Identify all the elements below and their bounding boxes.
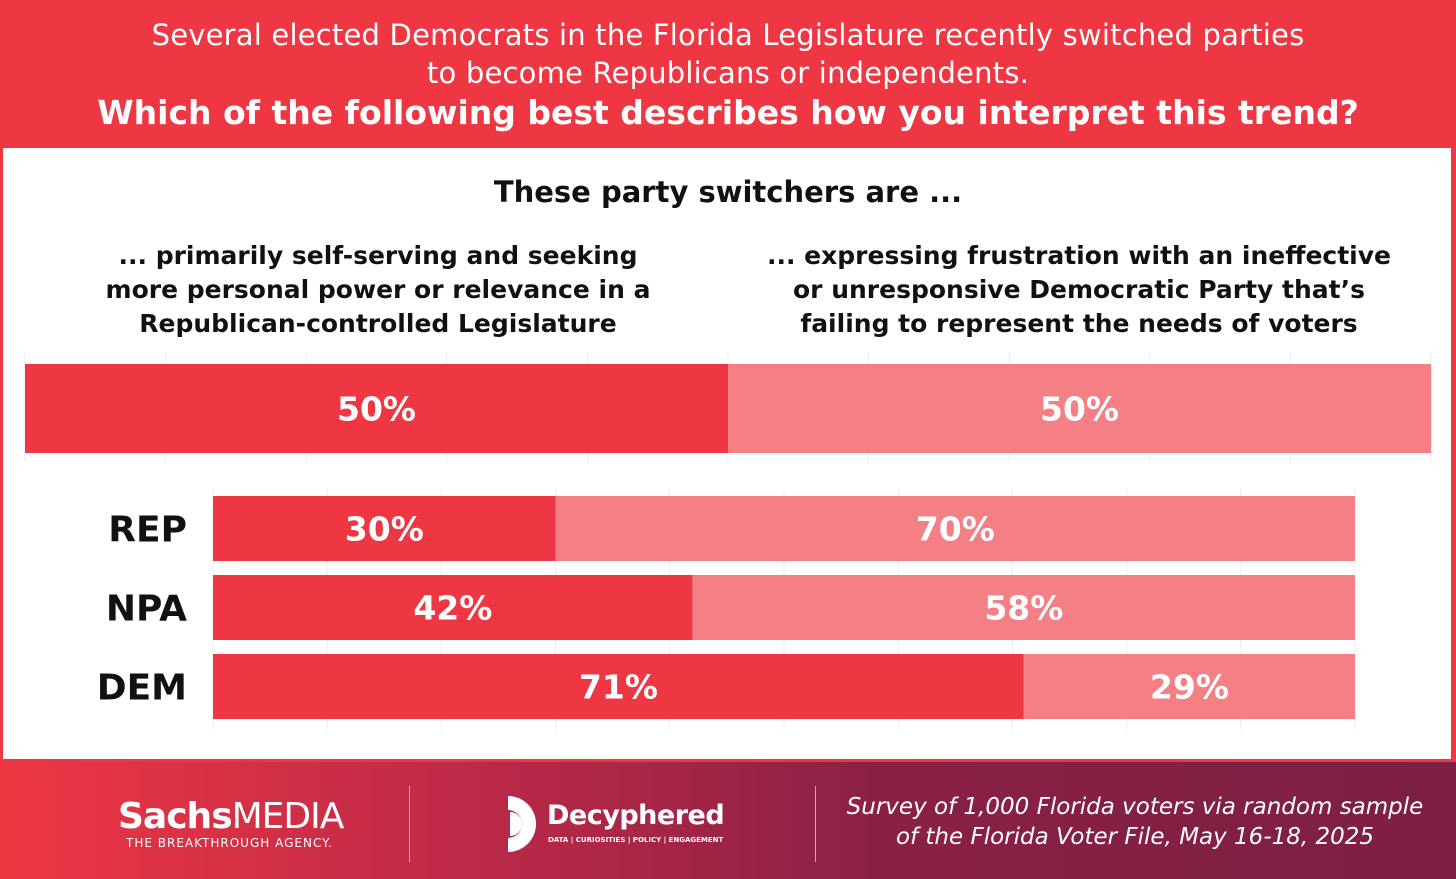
legend-line: ... expressing frustration with an ineff… [767,241,1391,270]
sachs-tagline: THE BREAKTHROUGH AGENCY. [126,836,333,850]
decyphered-logo-icon [508,796,536,852]
chart-title: These party switchers are ... [494,175,962,209]
overall-bar-segment-self_serving [25,364,728,453]
intro-line-2: to become Republicans or independents. [426,56,1030,90]
bar-value-label: 71% [579,668,658,707]
legend-line: failing to represent the needs of voters [800,309,1357,338]
bar-npa-frustration [692,575,1355,640]
bar-value-label: 42% [413,589,492,628]
bar-npa-self_serving [213,575,693,640]
bars: 50% 50% REP 30% 70% NPA 42% 58% DEM 71% 29% [25,364,1431,719]
legend-line: ... primarily self-serving and seeking [119,241,638,270]
legend-frustration: ... expressing frustration with an ineff… [767,241,1391,338]
overall-bar-segment-frustration [728,364,1431,453]
bar-value-label: 58% [984,589,1063,628]
overall-bar-label: 50% [337,390,416,429]
legend-self-serving: ... primarily self-serving and seeking mo… [106,241,651,338]
legend-line: more personal power or relevance in a [106,275,651,304]
bar-rep-self_serving [213,496,556,561]
decyphered-tagline: DATA | CURIOSITIES | POLICY | ENGAGEMENT [548,836,724,844]
bar-value-label: 30% [345,510,424,549]
divider [409,786,410,862]
legend-line: Republican-controlled Legislature [139,309,616,338]
intro-line-1: Several elected Democrats in the Florida… [151,18,1305,52]
divider [815,786,816,862]
bar-dem-self_serving [213,654,1024,719]
survey-line-2: of the Florida Voter File, May 16-18, 20… [895,824,1375,850]
sachs-media-logo: SachsMEDIA [118,796,344,837]
category-label: DEM [97,668,187,709]
survey-note: Survey of 1,000 Florida voters via rando… [830,792,1440,852]
overall-bar-label: 50% [1040,390,1119,429]
footer: SachsMEDIA THE BREAKTHROUGH AGENCY. Decy… [0,762,1456,879]
decyphered-name: Decyphered [547,800,725,831]
bar-dem-frustration [1023,654,1355,719]
header: Several elected Democrats in the Florida… [0,0,1456,148]
survey-line-1: Survey of 1,000 Florida voters via rando… [846,794,1424,820]
intro-text: Several elected Democrats in the Florida… [0,16,1456,92]
category-label: NPA [106,589,187,630]
bar-value-label: 29% [1150,668,1229,707]
category-label: REP [108,510,187,551]
bar-value-label: 70% [916,510,995,549]
bar-rep-frustration [555,496,1355,561]
question: Which of the following best describes ho… [97,93,1359,132]
legend-line: or unresponsive Democratic Party that’s [793,275,1365,304]
